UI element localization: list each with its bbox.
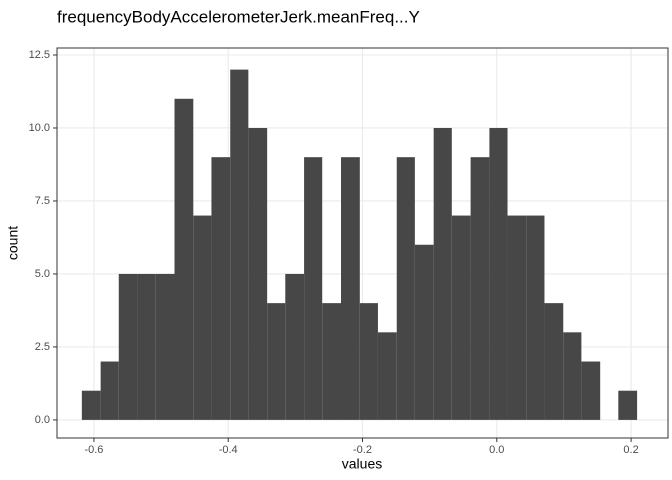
chart-title: frequencyBodyAccelerometerJerk.meanFreq.… (57, 7, 420, 26)
x-tick-label: -0.4 (219, 444, 238, 456)
x-tick-label: 0.0 (489, 444, 504, 456)
bar (211, 157, 231, 420)
bar (100, 361, 119, 420)
bar (581, 361, 601, 420)
x-tick-label: -0.6 (84, 444, 103, 456)
bar (230, 69, 249, 420)
y-tick-label: 0.0 (35, 414, 50, 426)
y-tick-label: 12.5 (29, 49, 50, 61)
bar (396, 157, 415, 420)
bar (118, 273, 138, 420)
y-tick-label: 10.0 (29, 122, 50, 134)
bar (544, 303, 564, 420)
bar (81, 390, 101, 420)
bar (267, 303, 286, 420)
y-tick-label: 5.0 (35, 268, 50, 280)
x-axis-label: values (342, 456, 382, 472)
bar (193, 215, 212, 420)
bar (155, 273, 175, 420)
bar (341, 157, 360, 420)
bar (304, 157, 323, 420)
bar (414, 244, 434, 420)
bar (507, 215, 527, 420)
x-tick-label: -0.2 (353, 444, 372, 456)
panel-border (56, 47, 669, 439)
bar (451, 215, 471, 420)
bar (285, 273, 305, 420)
y-axis-label: count (5, 226, 21, 260)
bar (618, 390, 638, 420)
bar (470, 157, 490, 420)
bar (377, 332, 397, 420)
y-tick-label: 7.5 (35, 195, 50, 207)
bar (322, 303, 342, 420)
bar (137, 273, 156, 420)
bar (526, 215, 545, 420)
bar (489, 127, 508, 420)
y-tick-label: 2.5 (35, 341, 50, 353)
bar (433, 127, 452, 420)
bar (563, 332, 582, 420)
bar (248, 127, 268, 420)
x-tick-label: 0.2 (623, 444, 638, 456)
bar (174, 98, 194, 420)
bar (359, 303, 378, 420)
